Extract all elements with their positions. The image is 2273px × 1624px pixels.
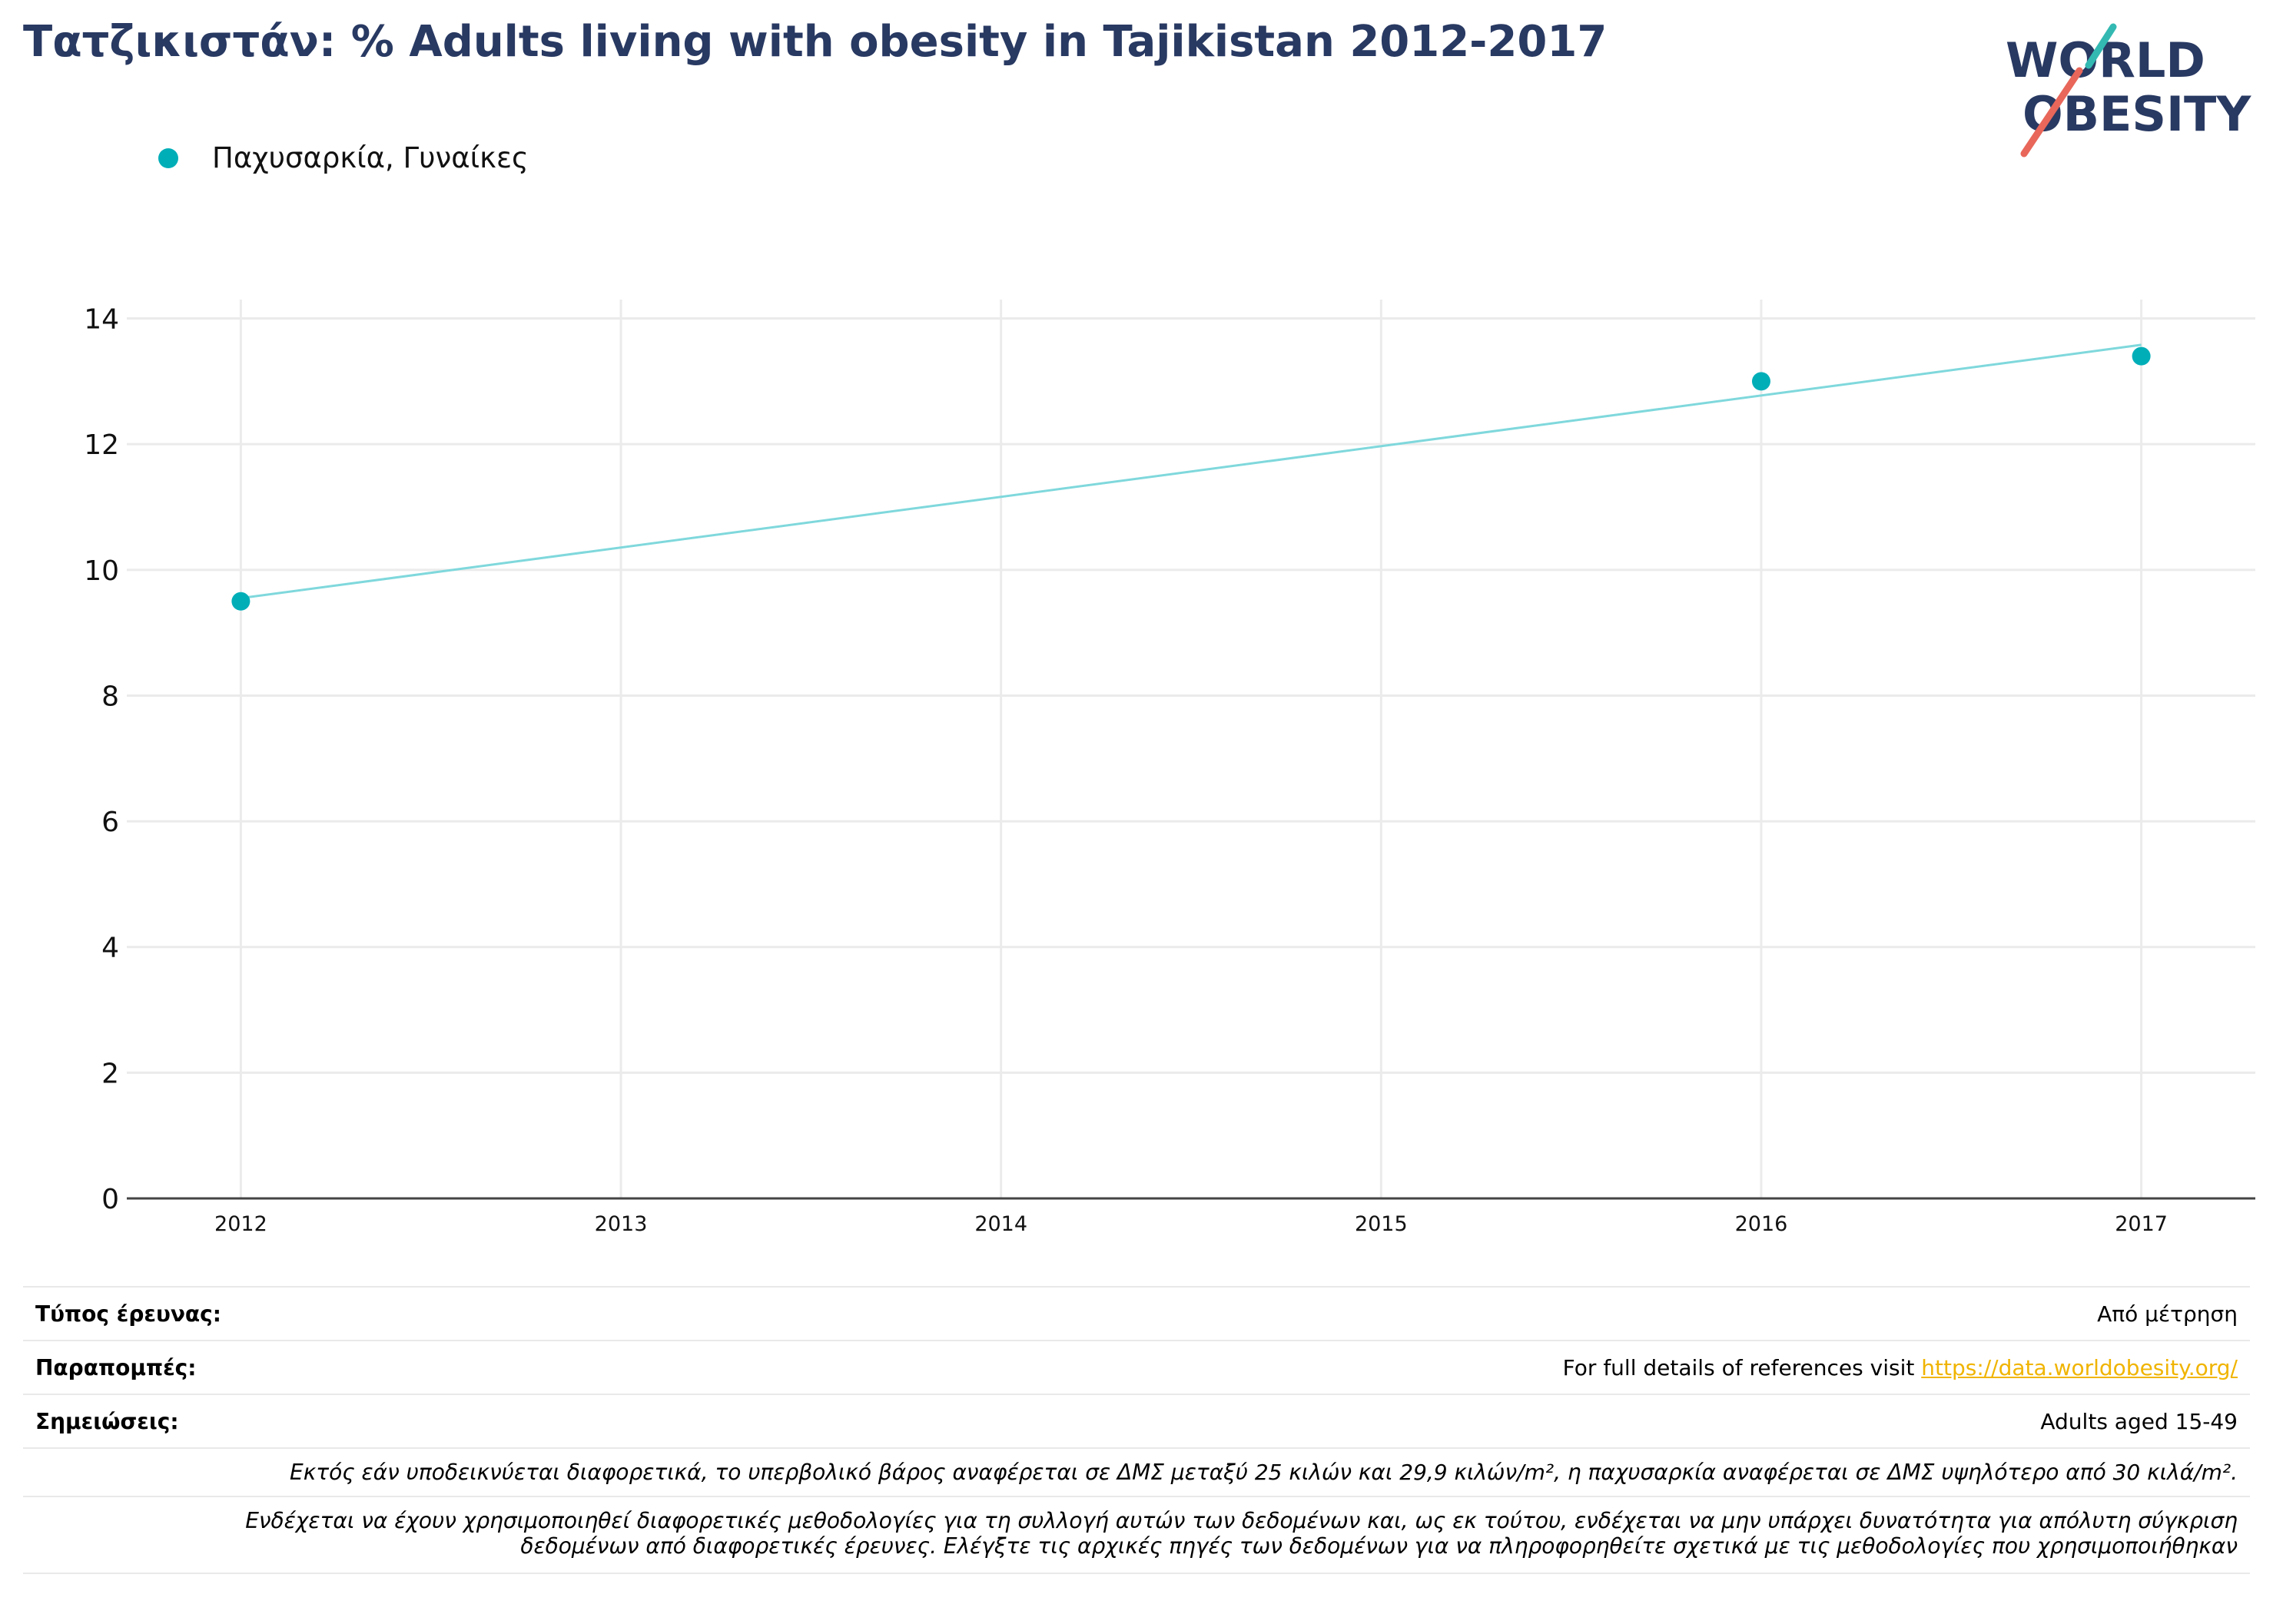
logo-slash-teal [2085, 23, 2117, 69]
x-tick-label: 2012 [214, 1212, 267, 1236]
chart-title: Τατζικιστάν: % Adults living with obesit… [23, 17, 1608, 67]
y-tick-label: 12 [84, 429, 119, 461]
note-methodology: Ενδέχεται να έχουν χρησιμοποιηθεί διαφορ… [23, 1496, 2250, 1574]
references-link[interactable]: https://data.worldobesity.org/ [1921, 1354, 2238, 1380]
y-tick-label: 0 [101, 1184, 119, 1215]
y-tick-label: 8 [101, 681, 119, 712]
x-tick-label: 2016 [1735, 1212, 1788, 1236]
logo-slash-coral [2020, 67, 2083, 157]
y-tick-label: 6 [101, 807, 119, 838]
references-value: For full details of references visit htt… [1563, 1355, 2238, 1380]
series [231, 343, 2151, 611]
y-tick-label: 2 [101, 1058, 119, 1089]
info-row-survey-type: Τύπος έρευνας: Από μέτρηση [23, 1286, 2250, 1340]
chart-plot: 0 2 4 6 8 10 12 14 2012 2013 2014 2015 2016 2017 [84, 300, 2255, 1236]
data-point [1751, 372, 1770, 391]
legend-label: Παχυσαρκία, Γυναίκες [212, 141, 529, 174]
references-text: For full details of references visit [1562, 1354, 1922, 1380]
note-bmi-definition: Εκτός εάν υποδεικνύεται διαφορετικά, το … [23, 1447, 2250, 1496]
note-methodology-line-1: Ενδέχεται να έχουν χρησιμοποιηθεί διαφορ… [245, 1508, 2238, 1533]
x-tick-label: 2013 [595, 1212, 648, 1236]
legend-marker [158, 147, 178, 168]
info-table: Τύπος έρευνας: Από μέτρηση Παραπομπές: F… [23, 1286, 2250, 1574]
x-tick-label: 2014 [974, 1212, 1027, 1236]
grid [127, 300, 2255, 1198]
info-row-notes: Σημειώσεις: Adults aged 15-49 [23, 1394, 2250, 1447]
trend-line [241, 343, 2142, 600]
axes: 0 2 4 6 8 10 12 14 2012 2013 2014 2015 2016 2017 [84, 304, 2255, 1236]
data-point [2132, 346, 2151, 366]
survey-type-label: Τύπος έρευνας: [35, 1301, 221, 1327]
x-tick-label: 2017 [2115, 1212, 2168, 1236]
y-tick-label: 4 [101, 933, 119, 964]
world-obesity-logo: WORLD OBESITY [2006, 23, 2251, 157]
x-tick-label: 2015 [1355, 1212, 1408, 1236]
notes-label: Σημειώσεις: [35, 1408, 179, 1434]
data-point [231, 592, 251, 611]
note-methodology-line-2: δεδομένων από διαφορετικές έρευνες. Ελέγ… [520, 1533, 2238, 1559]
survey-type-value: Από μέτρηση [2097, 1301, 2238, 1327]
notes-value: Adults aged 15-49 [2040, 1408, 2238, 1434]
info-row-references: Παραπομπές: For full details of referenc… [23, 1340, 2250, 1394]
y-tick-label: 14 [84, 304, 119, 336]
y-tick-label: 10 [84, 555, 119, 587]
references-label: Παραπομπές: [35, 1354, 197, 1380]
legend: Παχυσαρκία, Γυναίκες [158, 141, 529, 174]
